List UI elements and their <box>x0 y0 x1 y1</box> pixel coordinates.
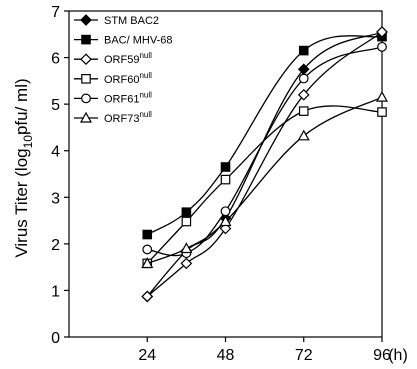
y-tick-label: 7 <box>51 4 60 21</box>
data-point <box>180 242 193 254</box>
legend-item: ORF60null <box>74 71 152 86</box>
series-line <box>146 31 383 297</box>
legend-label: ORF73null <box>104 110 152 125</box>
series-2 <box>142 31 387 240</box>
data-point <box>141 290 154 303</box>
y-axis-title-sub: 10 <box>21 135 35 149</box>
data-point <box>377 41 387 52</box>
legend-label-superscript: null <box>139 90 152 99</box>
series-group <box>141 26 389 303</box>
legend-label-base: BAC/ MHV-68 <box>104 35 172 47</box>
series-3 <box>141 26 388 303</box>
x-tick-label: 96 <box>373 347 391 364</box>
data-point <box>142 244 153 255</box>
data-point <box>297 129 310 141</box>
series-line <box>146 35 383 236</box>
legend-label-superscript: null <box>139 51 152 60</box>
legend-item: STM BAC2 <box>74 14 159 27</box>
data-point <box>220 206 231 217</box>
x-tick-label: 72 <box>295 347 313 364</box>
data-point <box>375 90 389 102</box>
series-6 <box>141 90 389 269</box>
legend-marker <box>80 14 92 26</box>
legend-marker <box>79 111 93 123</box>
legend-label-base: ORF60 <box>104 74 139 86</box>
legend-label-base: ORF73 <box>104 113 139 125</box>
series-line <box>147 46 383 257</box>
legend-marker <box>81 93 91 104</box>
x-tick-label: 24 <box>138 347 156 364</box>
data-point <box>298 106 309 116</box>
legend-label-base: ORF61 <box>104 93 139 105</box>
y-tick-label: 5 <box>51 97 60 114</box>
y-axis: 0 1 2 3 4 5 6 7 <box>51 4 69 347</box>
legend-label: ORF61null <box>104 90 152 105</box>
data-point <box>181 207 192 217</box>
x-axis-unit-label: (h) <box>388 347 408 364</box>
data-point <box>376 26 388 38</box>
data-point <box>219 215 232 227</box>
data-point <box>377 107 387 117</box>
legend-item: ORF59null <box>74 51 152 66</box>
data-point <box>297 88 310 101</box>
legend-label: ORF60null <box>104 71 152 86</box>
legend-item: ORF73null <box>74 110 152 125</box>
legend-marker <box>80 53 92 66</box>
legend-item: BAC/ MHV-68 <box>74 35 172 47</box>
data-point <box>181 216 192 227</box>
y-axis-title: Virus Titer (log10pfu/ ml) <box>12 78 35 257</box>
y-tick-label: 0 <box>51 330 60 347</box>
legend-marker <box>81 73 91 84</box>
data-point <box>141 257 154 269</box>
series-line <box>146 105 383 264</box>
legend-label-base: ORF59 <box>104 54 139 66</box>
data-point <box>298 45 309 56</box>
legend-label-base: STM BAC2 <box>104 15 159 27</box>
legend-label-superscript: null <box>139 71 152 80</box>
y-tick-label: 1 <box>51 283 60 300</box>
y-tick-label: 6 <box>51 51 60 68</box>
x-tick-label: 48 <box>217 347 235 364</box>
y-tick-label: 3 <box>51 190 60 207</box>
series-line <box>147 96 383 265</box>
data-point <box>220 162 231 172</box>
legend-item: ORF61null <box>74 90 152 105</box>
series-1 <box>141 26 388 303</box>
y-tick-label: 4 <box>51 144 60 161</box>
y-axis-title-pre: Virus Titer (log <box>12 148 31 257</box>
legend-label: ORF59null <box>104 51 152 66</box>
data-point <box>220 174 231 185</box>
legend-marker <box>81 34 91 45</box>
legend-label: STM BAC2 <box>104 15 159 27</box>
data-point <box>180 257 193 270</box>
data-point <box>142 229 153 240</box>
x-axis: 24 48 72 96 <box>138 337 391 364</box>
y-axis-title-post: pfu/ ml) <box>12 78 31 135</box>
series-line <box>146 31 383 297</box>
series-4 <box>142 105 387 269</box>
series-5 <box>142 41 387 259</box>
legend-label-superscript: null <box>139 110 152 119</box>
data-point <box>298 73 309 84</box>
y-tick-label: 2 <box>51 237 60 254</box>
legend-label: BAC/ MHV-68 <box>104 35 172 47</box>
